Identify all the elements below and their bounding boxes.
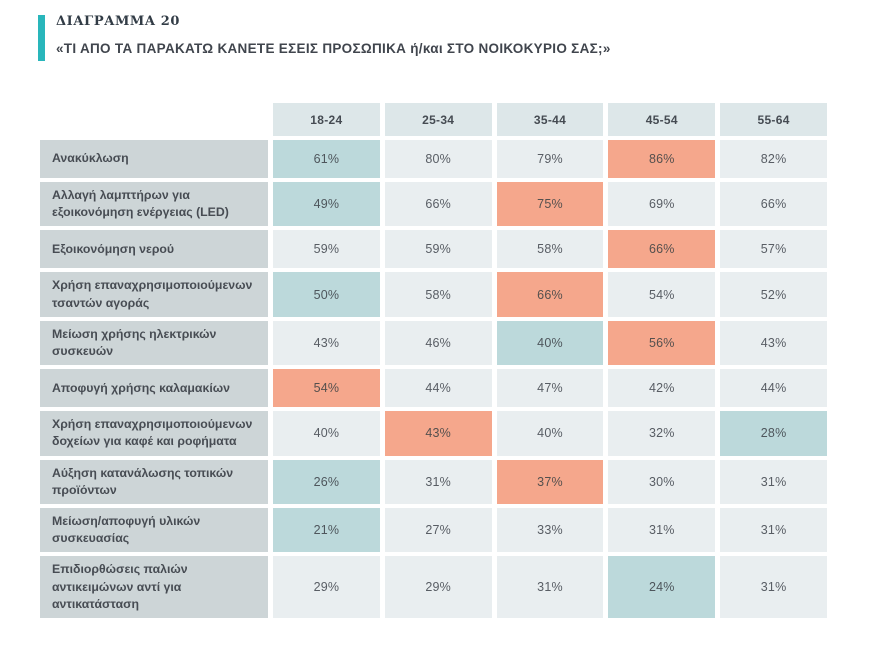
value-cell: 31%	[384, 459, 492, 505]
value-cell: 47%	[496, 369, 604, 408]
value-cell: 82%	[720, 140, 827, 178]
column-header-35-44: 35-44	[496, 103, 604, 136]
row-label: Αλλαγή λαμπτήρων για εξοικονόμηση ενέργε…	[40, 182, 268, 227]
figure-label: ΔΙΑΓΡΑΜΜΑ 20	[56, 14, 181, 29]
row-label: Αύξηση κατανάλωσης τοπικών προϊόντων	[40, 459, 268, 505]
value-cell: 24%	[608, 556, 716, 619]
value-cell: 44%	[720, 369, 827, 408]
figure-title: «ΤΙ ΑΠΟ ΤΑ ΠΑΡΑΚΑΤΩ ΚΑΝΕΤΕ ΕΣΕΙΣ ΠΡΟΣΩΠΙ…	[56, 41, 611, 56]
value-cell: 21%	[273, 508, 380, 553]
value-cell: 33%	[496, 508, 604, 553]
value-cell: 66%	[384, 182, 492, 227]
value-cell: 58%	[384, 272, 492, 317]
value-cell: 37%	[496, 459, 604, 505]
row-label: Μείωση χρήσης ηλεκτρικών συσκευών	[40, 320, 268, 366]
value-cell: 26%	[273, 459, 380, 505]
value-cell: 49%	[273, 182, 380, 227]
value-cell: 56%	[608, 320, 716, 366]
value-cell: 43%	[720, 320, 827, 366]
value-cell: 75%	[496, 182, 604, 227]
column-header-25-34: 25-34	[384, 103, 492, 136]
value-cell: 40%	[496, 320, 604, 366]
value-cell: 80%	[384, 140, 492, 178]
row-label: Εξοικονόμηση νερού	[40, 230, 268, 269]
column-header-55-64: 55-64	[720, 103, 827, 136]
value-cell: 61%	[273, 140, 380, 178]
column-header-18-24: 18-24	[273, 103, 380, 136]
value-cell: 30%	[608, 459, 716, 505]
value-cell: 58%	[496, 230, 604, 269]
value-cell: 40%	[496, 411, 604, 456]
value-cell: 31%	[608, 508, 716, 553]
figure-header: ΔΙΑΓΡΑΜΜΑ 20 «ΤΙ ΑΠΟ ΤΑ ΠΑΡΑΚΑΤΩ ΚΑΝΕΤΕ …	[38, 14, 611, 61]
value-cell: 46%	[384, 320, 492, 366]
accent-bar	[38, 15, 45, 61]
value-cell: 29%	[384, 556, 492, 619]
row-label: Μείωση/αποφυγή υλικών συσκευασίας	[40, 508, 268, 553]
value-cell: 54%	[608, 272, 716, 317]
value-cell: 59%	[273, 230, 380, 269]
row-label: Αποφυγή χρήσης καλαμακίων	[40, 369, 268, 408]
value-cell: 44%	[384, 369, 492, 408]
value-cell: 52%	[720, 272, 827, 317]
row-label: Επιδιορθώσεις παλιών αντικειμώνων αντί γ…	[40, 556, 268, 619]
value-cell: 86%	[608, 140, 716, 178]
value-cell: 29%	[273, 556, 380, 619]
column-header-45-54: 45-54	[608, 103, 716, 136]
value-cell: 31%	[720, 556, 827, 619]
value-cell: 31%	[720, 508, 827, 553]
value-cell: 31%	[720, 459, 827, 505]
row-label: Χρήση επαναχρησιμοποιούμενων δοχείων για…	[40, 411, 268, 456]
value-cell: 32%	[608, 411, 716, 456]
table-corner-cell	[40, 103, 268, 136]
value-cell: 57%	[720, 230, 827, 269]
value-cell: 69%	[608, 182, 716, 227]
heatmap-table: 18-24 25-34 35-44 45-54 55-64 Ανακύκλωση…	[40, 103, 827, 619]
row-label: Χρήση επαναχρησιμοποιούμενων τσαντών αγο…	[40, 272, 268, 317]
value-cell: 43%	[273, 320, 380, 366]
value-cell: 42%	[608, 369, 716, 408]
value-cell: 79%	[496, 140, 604, 178]
value-cell: 27%	[384, 508, 492, 553]
value-cell: 66%	[608, 230, 716, 269]
value-cell: 50%	[273, 272, 380, 317]
value-cell: 59%	[384, 230, 492, 269]
value-cell: 66%	[496, 272, 604, 317]
value-cell: 54%	[273, 369, 380, 408]
value-cell: 28%	[720, 411, 827, 456]
value-cell: 66%	[720, 182, 827, 227]
value-cell: 40%	[273, 411, 380, 456]
value-cell: 43%	[384, 411, 492, 456]
value-cell: 31%	[496, 556, 604, 619]
row-label: Ανακύκλωση	[40, 140, 268, 178]
